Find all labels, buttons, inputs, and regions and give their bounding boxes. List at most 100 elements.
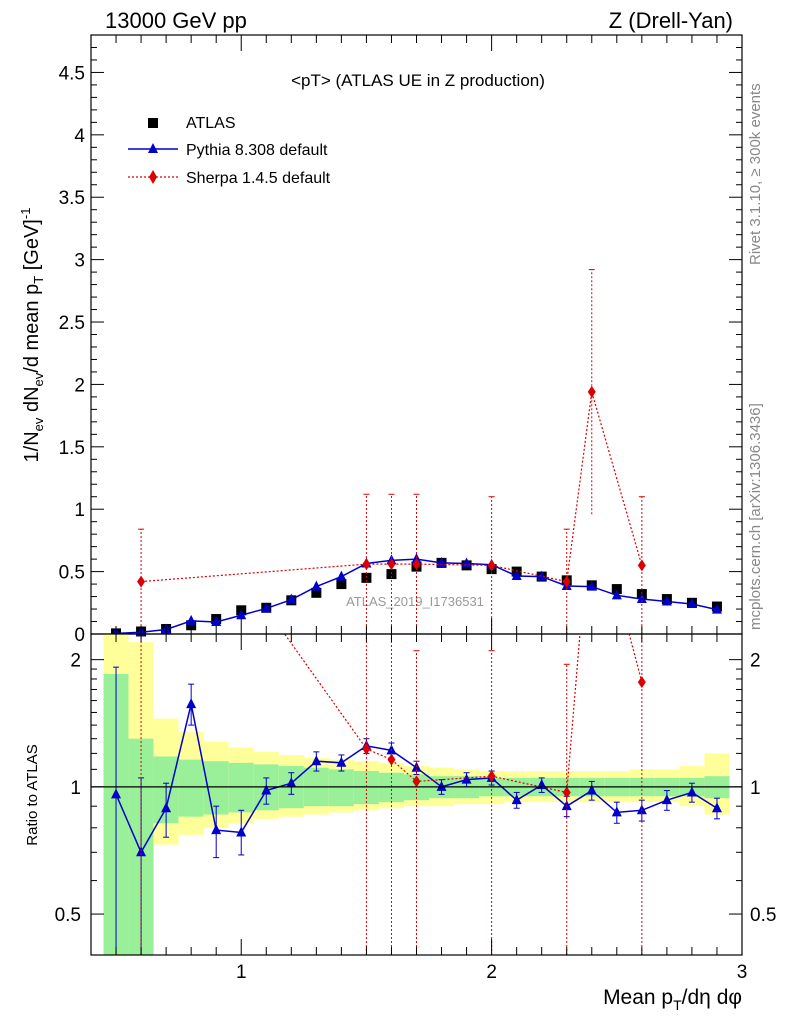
pythia-point	[236, 609, 247, 620]
sherpa-point	[387, 558, 396, 571]
ratio-pythia-point	[336, 756, 347, 767]
pythia-point	[511, 569, 522, 580]
atlas-point	[611, 584, 622, 595]
pythia-point	[211, 616, 222, 627]
ratio-axes: 0.5 0.5 1 1 2 2 1 2 3	[55, 634, 776, 983]
atlas-point	[311, 587, 322, 598]
mcplots-label: mcplots.cern.ch [arXiv:1306.3436]	[747, 403, 764, 630]
legend-pythia-label: Pythia 8.308 default	[186, 142, 328, 159]
ratio-pythia-point	[711, 802, 722, 813]
header-energy-label: 13000 GeV pp	[105, 8, 247, 33]
y-tick-label: 4.5	[59, 63, 85, 84]
ratio-pythia-point	[311, 755, 322, 766]
ratio-y-axis-label: Ratio to ATLAS	[24, 744, 41, 845]
atlas-point	[386, 569, 397, 580]
ratio-pythia-point	[186, 698, 197, 709]
ratio-pythia-point	[461, 773, 472, 784]
pythia-point	[686, 598, 697, 609]
y-tick-label: 3	[74, 251, 85, 272]
ratio-pythia-point	[686, 786, 697, 797]
ratio-panel: 0.5 0.5 1 1 2 2 1 2 3 Ratio to ATLAS	[24, 633, 776, 983]
sherpa-point	[562, 575, 571, 588]
y-tick-label: 0	[74, 625, 85, 646]
sherpa-point	[412, 558, 421, 571]
ratio-pythia-point	[211, 824, 222, 835]
uncertainty-band-inner	[178, 759, 204, 817]
ratio-sherpa-point	[412, 775, 421, 788]
main-title: <pT> (ATLAS UE in Z production)	[291, 71, 545, 90]
ratio-y-tick-label-right: 0.5	[750, 905, 776, 926]
legend-atlas-label: ATLAS	[186, 115, 236, 132]
pythia-point	[436, 556, 447, 567]
sherpa-point	[137, 575, 146, 588]
legend-sherpa-label: Sherpa 1.4.5 default	[186, 170, 331, 187]
ratio-y-tick-label: 1	[70, 778, 81, 799]
atlas-point	[186, 620, 197, 631]
uncertainty-band-inner	[228, 762, 254, 813]
ratio-pythia-point	[511, 794, 522, 805]
main-y-axis-label: 1/Nev dNev/d mean pT [GeV]-1	[18, 208, 46, 463]
rivet-label: Rivet 3.1.10, ≥ 300k events	[747, 83, 764, 265]
ratio-pythia-point	[136, 846, 147, 857]
ratio-y-tick-label: 2	[70, 651, 81, 672]
uncertainty-band-inner	[328, 769, 354, 807]
ratio-y-tick-label-right: 1	[750, 778, 761, 799]
ratio-pythia-point	[661, 794, 672, 805]
ratio-pythia-point	[286, 777, 297, 788]
header-process-label: Z (Drell-Yan)	[609, 8, 733, 33]
main-data-marks	[111, 269, 722, 639]
legend-atlas-marker	[148, 118, 158, 128]
x-tick-label: 1	[236, 962, 247, 983]
ratio-y-tick-label-right: 2	[750, 651, 761, 672]
y-tick-label: 2	[74, 375, 85, 396]
ratio-sherpa-point	[362, 742, 371, 755]
ratio-pythia-point	[261, 784, 272, 795]
x-tick-label: 2	[486, 962, 497, 983]
x-axis-label: Mean pT/dη dφ	[603, 986, 742, 1013]
pythia-point	[286, 593, 297, 604]
y-tick-label: 3.5	[59, 188, 85, 209]
uncertainty-band-inner	[353, 771, 379, 805]
ratio-pythia-point	[436, 780, 447, 791]
y-tick-label: 2.5	[59, 313, 85, 334]
ratio-sherpa-point	[562, 786, 571, 799]
y-tick-label: 4	[74, 126, 85, 147]
pythia-point	[636, 593, 647, 604]
ratio-y-tick-label: 0.5	[55, 905, 81, 926]
ratio-pythia-point	[611, 806, 622, 817]
pythia-point	[661, 595, 672, 606]
pythia-point	[711, 603, 722, 614]
sherpa-point	[587, 385, 596, 398]
x-tick-label: 3	[737, 962, 748, 983]
sherpa-line	[141, 391, 643, 583]
legend-sherpa-marker	[149, 170, 157, 184]
ratio-sherpa-point	[387, 753, 396, 766]
ratio-sherpa-point	[487, 770, 496, 783]
watermark-label: ATLAS_2019_I1736531	[346, 594, 484, 609]
ratio-sherpa-point	[637, 676, 646, 689]
pythia-point	[261, 602, 272, 613]
pythia-point	[186, 614, 197, 625]
sherpa-point	[637, 559, 646, 572]
legend: ATLAS Pythia 8.308 default Sherpa 1.4.5 …	[128, 115, 331, 187]
pythia-point	[586, 580, 597, 591]
pythia-point	[311, 580, 322, 591]
sherpa-point	[362, 558, 371, 571]
ratio-pythia-point	[161, 802, 172, 813]
sherpa-point	[487, 559, 496, 572]
ratio-pythia-point	[236, 826, 247, 837]
ratio-pythia-point	[586, 784, 597, 795]
pythia-point	[336, 570, 347, 581]
atlas-point	[336, 579, 347, 590]
pythia-point	[611, 589, 622, 600]
legend-pythia-marker	[148, 143, 158, 153]
y-tick-label: 1	[74, 500, 85, 521]
main-axes: 0 0.5 1 1.5 2 2.5 3 3.5 4 4.5	[59, 34, 743, 646]
pythia-point	[536, 570, 547, 581]
main-panel: <pT> (ATLAS UE in Z production) ATLAS_20…	[18, 34, 743, 646]
y-tick-label: 1.5	[59, 438, 85, 459]
ratio-pythia-point	[111, 788, 122, 799]
y-tick-label: 0.5	[59, 563, 85, 584]
ratio-frame	[90, 633, 743, 956]
